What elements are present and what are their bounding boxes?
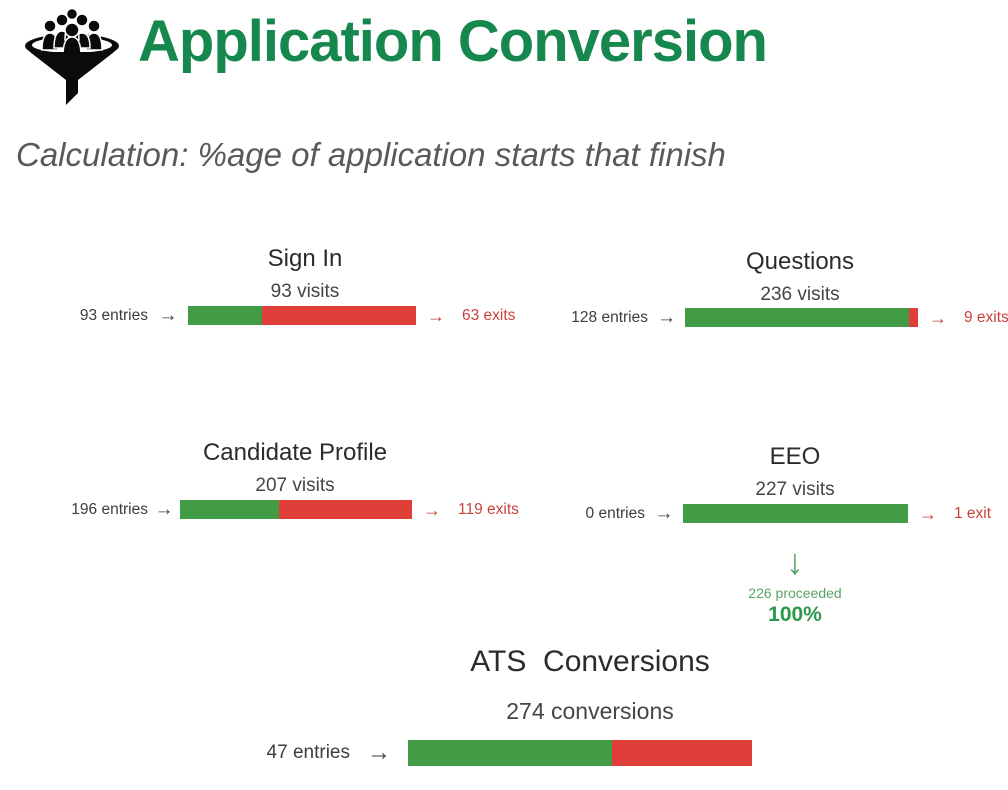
bar-row-questions: 128 entries → → 9 exits [553,308,1008,327]
entries-label: 128 entries [571,308,648,326]
visits-label-questions: 236 visits [760,284,840,305]
continued-segment [188,306,262,325]
exits-label: 119 exits [458,500,519,518]
entries-label: 0 entries [585,504,645,522]
bar-row-sign-in: 93 entries → → 63 exits [60,306,515,325]
continued-segment [180,500,279,519]
bar-row-candidate-profile: 196 entries → → 119 exits [48,500,519,519]
stage-title-sign-in: Sign In [267,245,343,272]
funnel-crowd-icon [25,7,119,105]
bar-row-eeo: 0 entries → → 1 exit [553,504,991,523]
conversion-bar-sign-in [188,306,416,325]
exits-label: 63 exits [462,306,516,324]
entries-label: 196 entries [71,500,148,518]
entry-arrow-icon: → [154,499,174,520]
entry-arrow-icon: → [158,305,178,326]
conversion-bar-questions [685,308,918,327]
continued-segment [685,308,910,327]
continued-segment [408,740,612,766]
exit-arrow-icon: → [423,499,441,520]
visits-label-candidate-profile: 207 visits [255,475,335,496]
entry-arrow-icon: → [367,739,391,766]
down-arrow-icon: ↓ [786,541,804,582]
proceeded-label: 226 proceeded [748,585,842,601]
visits-label-eeo: 227 visits [755,479,835,500]
exits-label: 9 exits [964,308,1008,326]
page-title: Application Conversion [138,9,768,74]
conversions-label-ats: 274 conversions [506,698,674,724]
stage-title-candidate-profile: Candidate Profile [202,439,388,466]
bar-row-ats: 47 entries → [245,740,752,766]
entry-arrow-icon: → [657,307,676,328]
proceeded-percent-label: 100% [768,603,822,626]
exit-arrow-icon: → [919,503,937,524]
page-subtitle: Calculation: %age of application starts … [16,136,726,173]
continued-segment [683,504,908,523]
entry-arrow-icon: → [654,503,674,524]
exit-arrow-icon: → [427,305,445,326]
entries-label: 47 entries [266,742,350,763]
stage-title-eeo: EEO [769,443,821,470]
conversion-bar-candidate-profile [180,500,412,519]
visits-label-sign-in: 93 visits [270,281,340,302]
entries-label: 93 entries [79,306,148,324]
conversion-bar-eeo [683,504,908,523]
stage-title-ats-conversions: ATS Conversions [470,645,710,678]
stage-title-questions: Questions [745,248,855,275]
exits-label: 1 exit [954,504,992,522]
exit-arrow-icon: → [929,307,947,328]
conversion-bar-ats [408,740,752,766]
